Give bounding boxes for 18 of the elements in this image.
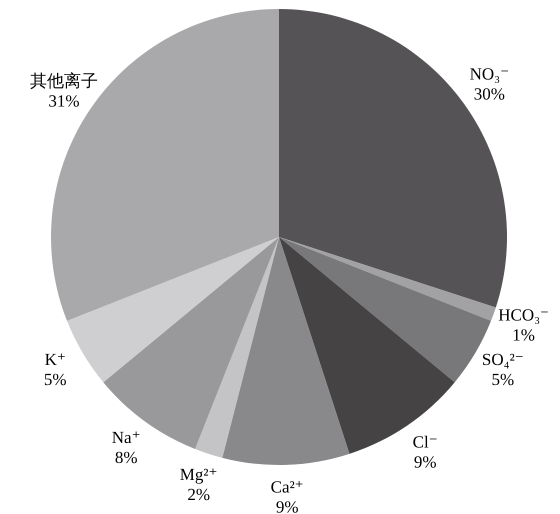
slice-label: K⁺ [44, 350, 66, 369]
data-label: 1% [512, 326, 535, 345]
data-label: 5% [44, 370, 67, 389]
slice-label: Na⁺ [112, 428, 141, 447]
data-label: 5% [491, 370, 514, 389]
slice-label: HCO₃⁻ [498, 306, 550, 325]
slice-label: Mg²⁺ [180, 464, 218, 484]
data-label: 8% [114, 448, 138, 467]
slice-label: SO₄²⁻ [482, 350, 524, 369]
data-label: 2% [187, 484, 210, 504]
data-label: 30% [474, 84, 505, 104]
data-label: 9% [276, 497, 299, 514]
data-label: 31% [48, 91, 80, 110]
slice-label: Ca²⁺ [270, 477, 304, 496]
slice-label: NO₃⁻ [470, 64, 510, 84]
data-label: 9% [414, 452, 436, 472]
slice-label: Cl⁻ [412, 432, 438, 452]
slice-label: 其他离子 [30, 71, 98, 90]
